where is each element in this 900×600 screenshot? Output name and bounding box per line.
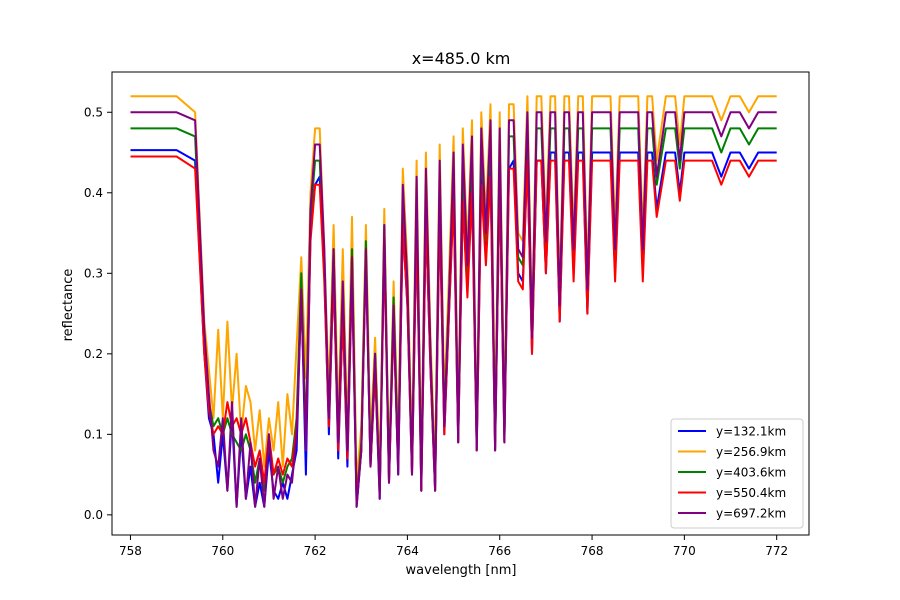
legend-entry: y=403.6km [716,466,786,480]
plot-area [111,71,810,536]
legend-entry: y=256.9km [716,445,786,459]
x-tick-label: 766 [488,544,511,558]
series-line-5 [130,111,777,508]
y-axis-label: reflectance [61,269,76,342]
x-axis-ticks: 758 760 762 764 766 768 770 772 [119,535,788,558]
x-tick-label: 762 [304,544,327,558]
legend-box [670,418,804,529]
x-tick-label: 760 [211,544,234,558]
x-axis-label: wavelength [nm] [406,563,517,578]
y-tick-label: 0.4 [84,186,103,200]
legend-entry: y=550.4km [716,486,786,500]
legend: y=132.1km y=256.9km y=403.6km y=550.4km y=69… [670,418,804,529]
axes-frame [111,71,810,536]
legend-entry: y=697.2km [716,507,786,521]
legend-entry: y=132.1km [716,425,786,439]
y-tick-label: 0.2 [84,347,103,361]
y-tick-label: 0.0 [84,508,103,522]
series-lines [130,95,777,508]
x-tick-label: 768 [581,544,604,558]
chart-title: x=485.0 km [412,49,511,68]
y-tick-label: 0.1 [84,427,103,441]
x-tick-label: 772 [765,544,788,558]
y-tick-label: 0.5 [84,105,103,119]
x-tick-label: 770 [673,544,696,558]
y-tick-label: 0.3 [84,266,103,280]
x-tick-label: 758 [119,544,142,558]
y-axis-ticks: 0.0 0.1 0.2 0.3 0.4 0.5 [84,105,112,522]
x-tick-label: 764 [396,544,419,558]
